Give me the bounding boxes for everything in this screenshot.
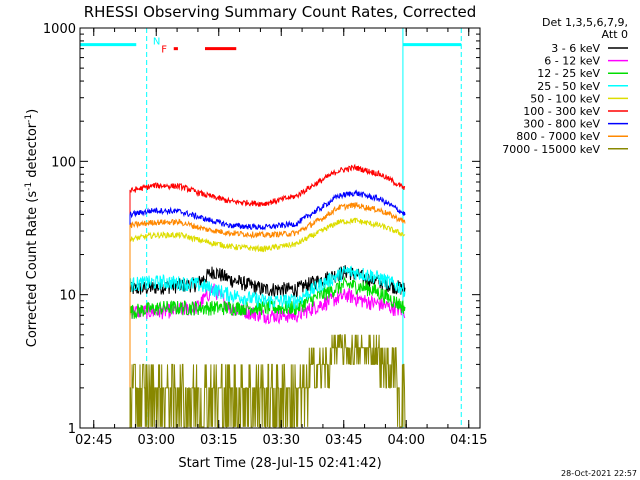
y-axis-label: Corrected Count Rate (s-1 detector-1) bbox=[24, 109, 40, 347]
event-marker-f: F bbox=[161, 45, 167, 56]
legend-header-line1: Det 1,3,5,6,7,9, bbox=[542, 16, 628, 29]
legend-label-7: 300 - 800 keV bbox=[523, 118, 600, 131]
legend-label-3: 12 - 25 keV bbox=[537, 67, 600, 80]
series-line-9 bbox=[129, 334, 406, 428]
series-line-6 bbox=[129, 163, 406, 428]
x-tick-label-4: 03:45 bbox=[325, 433, 362, 448]
series-line-5 bbox=[129, 217, 406, 428]
y-axis: 1 10 100 1000 bbox=[43, 22, 480, 437]
legend-label-2: 6 - 12 keV bbox=[544, 55, 600, 68]
series-line-7 bbox=[129, 189, 406, 428]
x-tick-label-6: 04:15 bbox=[450, 433, 487, 448]
x-axis-label: Start Time (28-Jul-15 02:41:42) bbox=[178, 456, 381, 471]
x-tick-label-5: 04:00 bbox=[388, 433, 425, 448]
series-line-2 bbox=[129, 283, 406, 428]
x-tick-label-0: 02:45 bbox=[75, 433, 112, 448]
series-line-4 bbox=[129, 265, 406, 428]
series-line-8 bbox=[129, 201, 406, 428]
chart-title: RHESSI Observing Summary Count Rates, Co… bbox=[84, 3, 477, 21]
legend-label-6: 100 - 300 keV bbox=[523, 105, 600, 118]
x-axis: 02:45 03:00 03:15 03:30 03:45 04:00 04:15 bbox=[75, 28, 487, 448]
legend-label-1: 3 - 6 keV bbox=[551, 42, 600, 55]
legend-header-line2: Att 0 bbox=[602, 28, 628, 41]
x-tick-label-1: 03:00 bbox=[138, 433, 175, 448]
legend-label-4: 25 - 50 keV bbox=[537, 80, 600, 93]
legend-label-9: 7000 - 15000 keV bbox=[502, 143, 600, 156]
plot-frame bbox=[79, 27, 481, 429]
legend-label-5: 50 - 100 keV bbox=[530, 92, 600, 105]
y-tick-label-2: 100 bbox=[51, 155, 76, 170]
plot-area: NF bbox=[79, 28, 462, 428]
y-tick-label-3: 1000 bbox=[43, 22, 76, 37]
series-line-3 bbox=[129, 276, 406, 428]
y-tick-label-0: 1 bbox=[68, 422, 76, 437]
event-marker-n: N bbox=[153, 37, 160, 48]
legend-label-8: 800 - 7000 keV bbox=[516, 130, 600, 143]
x-tick-label-2: 03:15 bbox=[200, 433, 237, 448]
y-tick-label-1: 10 bbox=[59, 289, 76, 304]
x-tick-label-3: 03:30 bbox=[263, 433, 300, 448]
footer-timestamp: 28-Oct-2021 22:57 bbox=[561, 469, 637, 478]
